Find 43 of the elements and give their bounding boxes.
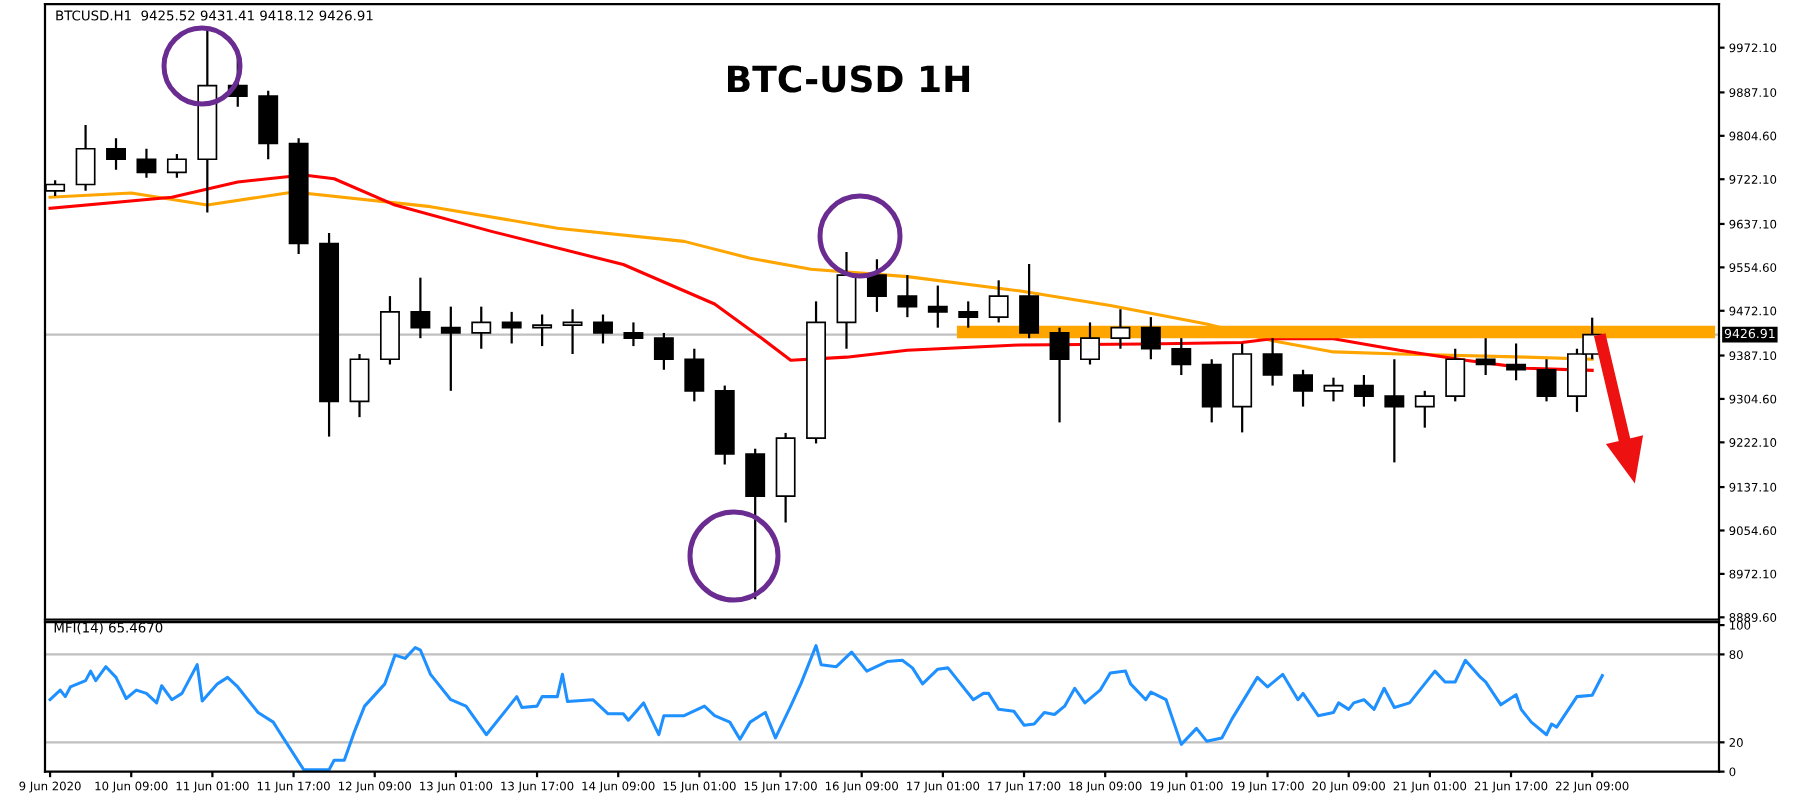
candlestick (136, 147, 157, 179)
candlestick (1140, 316, 1161, 361)
candlestick (623, 321, 644, 348)
candlestick (471, 305, 492, 350)
candlestick (1384, 358, 1405, 464)
candlestick (1049, 326, 1070, 424)
candlestick (866, 258, 887, 313)
candlestick (988, 279, 1009, 324)
candlestick (1506, 342, 1527, 382)
candlestick (653, 331, 674, 371)
candlestick (1262, 337, 1283, 387)
candlestick (410, 276, 431, 340)
text: BTC-USD 1H (728, 65, 970, 93)
candlestick (562, 308, 583, 356)
line-series (48, 644, 1604, 772)
candlestick (1353, 373, 1374, 408)
candlestick (745, 447, 766, 601)
candlestick (1323, 376, 1344, 403)
candlestick (1019, 262, 1040, 340)
candlestick (379, 294, 400, 366)
candlestick (1201, 358, 1222, 424)
candlestick (501, 310, 522, 345)
candlestick (349, 352, 370, 419)
candlestick (75, 123, 96, 192)
candlestick (166, 152, 187, 179)
candlestick (440, 305, 461, 392)
candlestick (593, 313, 613, 345)
candlestick (532, 313, 553, 348)
candlestick (258, 89, 279, 161)
candlestick (897, 273, 918, 319)
candlestick (1475, 337, 1496, 377)
candlestick (1080, 321, 1100, 366)
candlestick (958, 300, 979, 329)
candlestick (1536, 358, 1557, 403)
candlestick (1445, 347, 1466, 403)
candlestick (684, 347, 705, 403)
candlestick (1414, 389, 1435, 429)
candlestick (1171, 337, 1192, 377)
candlestick (1293, 368, 1314, 408)
candlestick (106, 137, 126, 171)
candlestick (836, 250, 857, 350)
candlestick (927, 284, 948, 329)
candlestick (1110, 308, 1131, 350)
